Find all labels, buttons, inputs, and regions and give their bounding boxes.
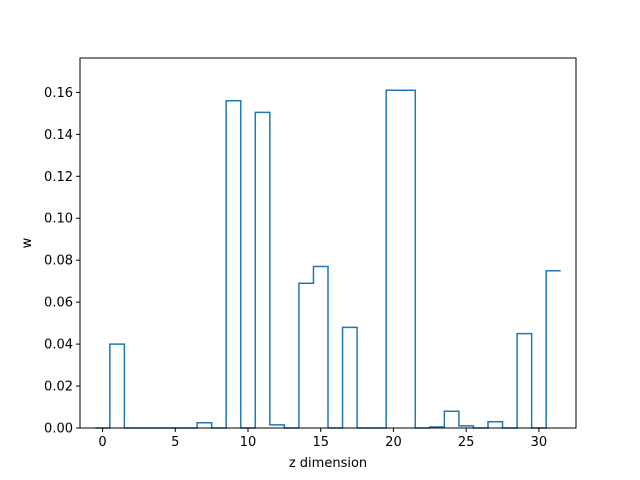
y-tick-label-1: 0.02 [44,380,73,395]
bin-bar-9 [226,101,241,428]
bin-bar-14 [299,283,314,428]
bin-bar-21 [401,90,416,428]
x-tick-label-15: 15 [312,435,329,450]
bin-bar-31 [546,271,561,428]
bin-bar-17 [343,327,358,428]
plot-frame [79,57,577,429]
bin-bar-11 [255,112,270,428]
bin-bar-7 [197,423,212,428]
bin-bar-20 [386,90,401,428]
y-tick-label-6: 0.12 [44,170,73,185]
y-tick-label-7: 0.14 [44,128,73,143]
y-tick-label-3: 0.06 [44,296,73,311]
y-tick-label-5: 0.10 [44,212,73,227]
x-axis-label: z dimension [289,456,367,471]
bin-bar-27 [488,422,503,428]
x-tick-label-20: 20 [385,435,402,450]
x-axis: 0 5 10 15 20 25 30 [98,428,547,450]
x-tick-label-5: 5 [171,435,179,450]
x-tick-label-30: 30 [531,435,548,450]
x-tick-label-25: 25 [458,435,475,450]
y-axis-label: w [20,237,35,248]
y-tick-label-2: 0.04 [44,338,73,353]
bin-bar-24 [444,411,459,428]
bin-bar-15 [313,266,328,428]
x-tick-label-10: 10 [240,435,257,450]
bin-bar-1 [110,344,125,428]
y-tick-label-0: 0.00 [44,422,73,437]
bin-bar-29 [517,334,532,428]
x-tick-label-0: 0 [98,435,106,450]
y-tick-label-4: 0.08 [44,254,73,269]
y-tick-label-8: 0.16 [44,86,73,101]
y-axis: 0.00 0.02 0.04 0.06 0.08 0.10 0.12 0.14 0.16 [44,86,80,437]
